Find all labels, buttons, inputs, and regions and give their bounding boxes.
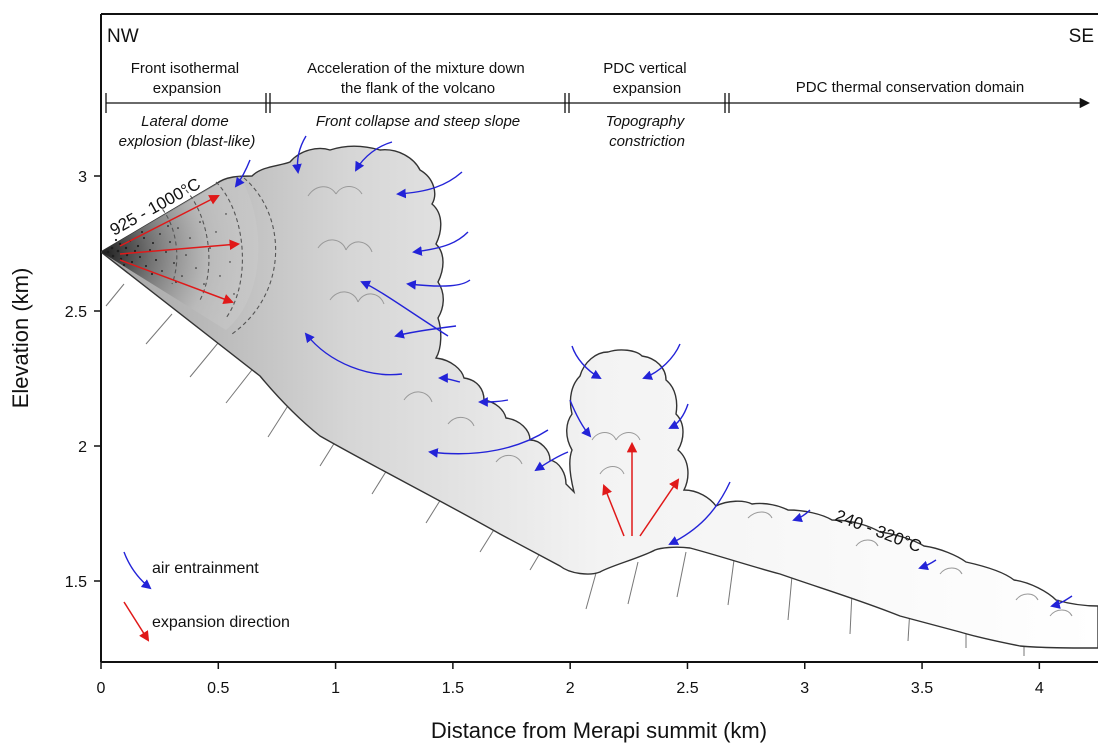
phase-header-bar [105,93,1091,113]
phase-4-title: PDC thermal conservation domain [796,79,1024,96]
dome-explosion-zone [101,176,259,330]
expansion-arrows [119,195,680,537]
x-tick-label: 1 [331,680,340,697]
legend: air entrainment expansion direction [123,551,290,642]
y-tick-label: 2.5 [65,304,87,321]
x-tick-label: 4 [1035,680,1044,697]
phase-1-process: Lateral dome explosion (blast-like) [119,113,256,150]
x-axis: 0 0.5 1 1.5 2 2.5 3 3.5 4 [97,662,1044,697]
legend-air-entrainment-icon [123,551,152,590]
legend-expansion-label: expansion direction [152,614,290,631]
air-entrainment-arrows [234,135,1073,609]
y-tick-label: 3 [78,169,87,186]
phase-3-process: Topography constriction [606,113,689,150]
x-tick-label: 2.5 [676,680,698,697]
se-label: SE [1069,26,1094,47]
y-tick-label: 2 [78,439,87,456]
phase-2-title: Acceleration of the mixture down the fla… [307,60,529,97]
legend-air-entrainment-label: air entrainment [152,560,259,577]
x-tick-label: 3 [800,680,809,697]
legend-expansion-icon [123,601,150,642]
x-tick-label: 2 [566,680,575,697]
internal-eddies [307,186,1073,617]
x-axis-title: Distance from Merapi summit (km) [431,718,767,743]
x-tick-label: 0 [97,680,106,697]
phase-2-process: Front collapse and steep slope [316,113,520,130]
plot-frame [100,13,1098,663]
x-tick-label: 0.5 [207,680,229,697]
phase-1-title: Front isothermal expansion [131,60,244,97]
y-axis-title: Elevation (km) [8,268,33,409]
y-tick-label: 1.5 [65,574,87,591]
pdc-flow-body [101,145,1098,649]
phase-3-title: PDC vertical expansion [603,60,691,97]
y-axis: 1.5 2 2.5 3 [65,169,101,591]
nw-label: NW [107,26,139,47]
isothermal-fronts [157,177,277,335]
x-tick-label: 1.5 [442,680,464,697]
x-tick-label: 3.5 [911,680,933,697]
